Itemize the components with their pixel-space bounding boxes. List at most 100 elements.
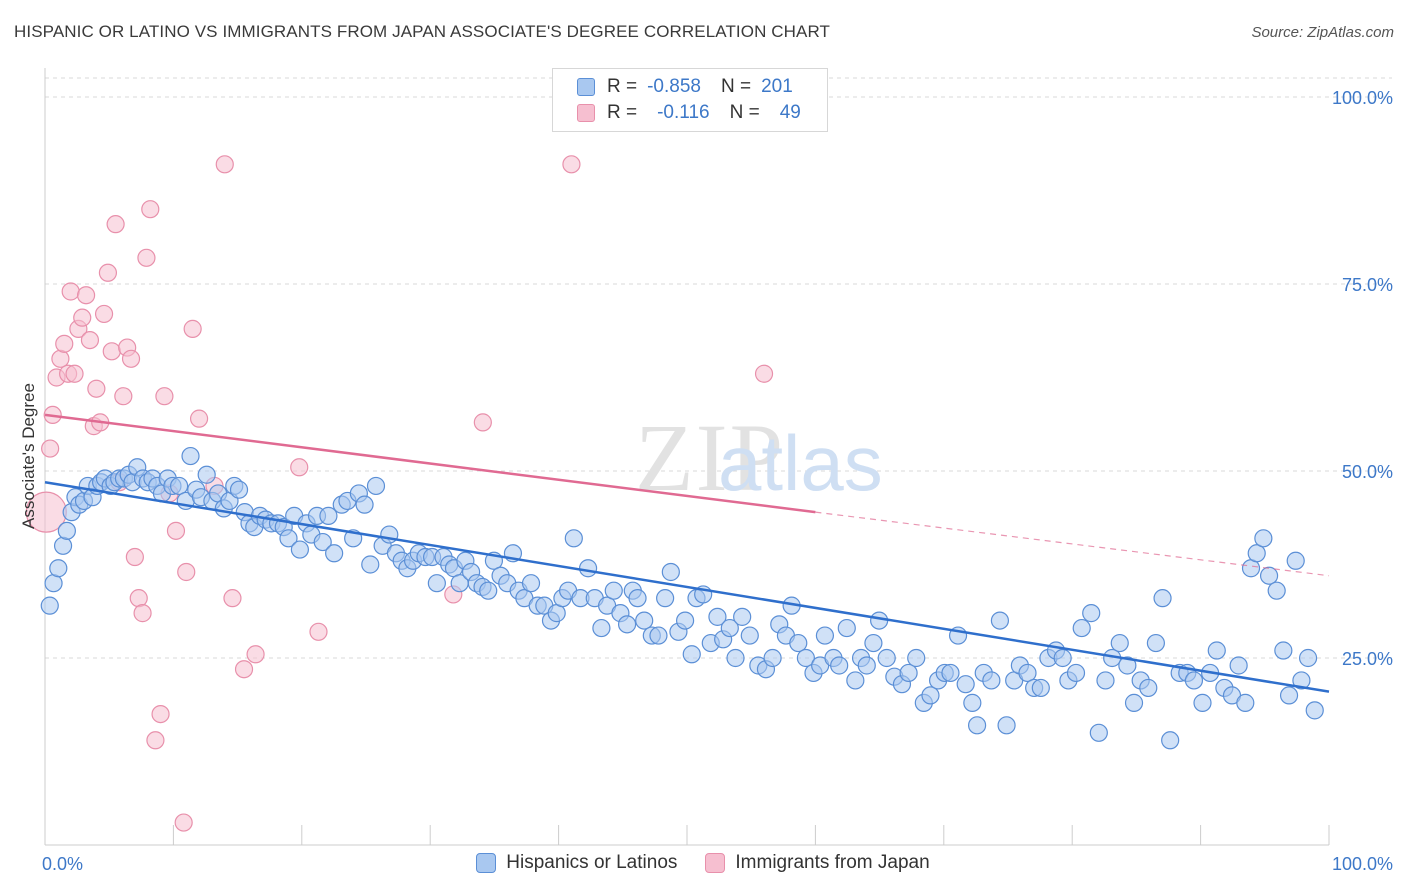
data-point-hispanic [1298, 648, 1318, 668]
x-tick-label: 100.0% [1332, 854, 1393, 874]
data-point-japan [223, 589, 242, 608]
data-point-japan [55, 334, 74, 353]
data-point-japan [61, 282, 80, 301]
data-point-japan [754, 364, 774, 383]
data-point-japan [73, 308, 92, 327]
tick-labels: 25.0% 50.0% 75.0% 100.0% 0.0% 100.0% [42, 88, 1393, 874]
data-point-japan [473, 413, 492, 432]
watermark-atlas: atlas [718, 419, 883, 507]
data-point-hispanic [967, 716, 987, 735]
data-point-hispanic [1089, 723, 1108, 742]
legend-item-japan: Immigrants from Japan [705, 852, 930, 874]
data-point-hispanic [1082, 604, 1101, 623]
legend-hispanics-label: Hispanics or Latinos [506, 852, 678, 873]
data-point-hispanic [837, 618, 856, 638]
legend-r-label: R = [607, 102, 638, 123]
data-point-japan [87, 379, 106, 398]
data-point-hispanic [864, 633, 883, 653]
data-point-japan [234, 660, 254, 679]
y-tick-label: 100.0% [1332, 88, 1393, 108]
data-point-hispanic [921, 686, 940, 705]
data-point-hispanic [1247, 544, 1266, 563]
data-point-japan [133, 604, 152, 623]
data-point-hispanic [830, 656, 849, 675]
data-point-hispanic [675, 611, 695, 630]
legend-blue-r: -0.858 [647, 76, 701, 97]
y-tick-label: 50.0% [1342, 462, 1393, 482]
data-point-hispanic [1305, 701, 1324, 720]
data-point-japan [141, 200, 160, 219]
data-point-hispanic [740, 626, 759, 645]
data-point-hispanic [1193, 693, 1212, 712]
gridlines [45, 77, 1392, 659]
data-point-japan [76, 286, 96, 305]
axes [44, 68, 1330, 846]
data-point-hispanic [1018, 663, 1037, 683]
data-point-hispanic [628, 589, 647, 608]
y-tick-label: 25.0% [1342, 649, 1393, 669]
data-point-hispanic [1139, 678, 1158, 698]
chart-title: HISPANIC OR LATINO VS IMMIGRANTS FROM JA… [14, 22, 831, 41]
data-point-japan [102, 342, 121, 361]
legend-n-label: N = [729, 102, 760, 123]
data-point-hispanic [1207, 641, 1226, 660]
data-point-japan [151, 704, 170, 724]
data-point-hispanic [982, 671, 1001, 690]
data-point-hispanic [361, 555, 380, 574]
data-point-hispanic [682, 645, 701, 664]
data-point-japan [155, 387, 174, 406]
legend-n-label: N = [720, 76, 752, 97]
watermark: ZIP atlas [635, 404, 883, 511]
x-tick-label: 0.0% [42, 854, 83, 874]
legend-pink-n: 49 [779, 102, 801, 123]
data-point-hispanic [578, 559, 598, 578]
data-point-hispanic [720, 618, 739, 638]
trend-lines [44, 413, 1330, 693]
data-point-hispanic [1146, 633, 1165, 653]
trend-line-japan-extension [815, 511, 1330, 577]
stats-legend: R = -0.858 N = 201 R = -0.116 N = 49 [552, 68, 828, 132]
legend-blue-n: 201 [761, 76, 793, 97]
data-point-japan [98, 263, 118, 282]
data-point-hispanic [1053, 648, 1072, 668]
blue-swatch-icon [577, 78, 595, 96]
data-point-hispanic [49, 559, 68, 578]
data-point-hispanic [325, 544, 344, 563]
data-point-hispanic [708, 607, 727, 626]
data-point-hispanic [319, 506, 338, 525]
data-point-hispanic [521, 574, 541, 593]
data-point-hispanic [366, 476, 386, 496]
data-point-hispanic [1267, 581, 1286, 600]
data-point-hispanic [726, 648, 745, 668]
data-point-japan [114, 387, 133, 406]
series-immigrants-from-japan [25, 155, 774, 832]
source-label: Source: ZipAtlas.com [1251, 24, 1394, 41]
data-point-hispanic [1072, 618, 1091, 638]
data-point-hispanic [1184, 671, 1204, 690]
data-point-hispanic [997, 716, 1016, 735]
data-point-hispanic [870, 611, 889, 630]
data-point-hispanic [1236, 693, 1255, 712]
data-point-japan [94, 304, 114, 324]
data-point-hispanic [990, 611, 1010, 630]
data-point-hispanic [355, 495, 374, 514]
legend-japan-label: Immigrants from Japan [735, 852, 930, 873]
pink-swatch-icon [577, 104, 595, 122]
data-point-japan [309, 622, 328, 641]
legend-r-label: R = [607, 76, 638, 97]
data-point-hispanic [763, 648, 782, 668]
data-point-japan [290, 458, 309, 477]
data-point-hispanic [1254, 529, 1273, 548]
data-point-japan [106, 215, 125, 234]
data-point-hispanic [604, 581, 623, 600]
data-point-hispanic [956, 675, 975, 694]
data-point-japan [166, 521, 186, 540]
data-point-hispanic [427, 574, 446, 593]
legend-row-blue: R = -0.858 N = 201 [577, 74, 793, 100]
data-point-hispanic [564, 529, 583, 548]
data-point-japan [65, 364, 84, 383]
data-point-hispanic [229, 480, 249, 499]
data-point-hispanic [815, 626, 835, 645]
y-tick-label: 75.0% [1342, 275, 1393, 295]
